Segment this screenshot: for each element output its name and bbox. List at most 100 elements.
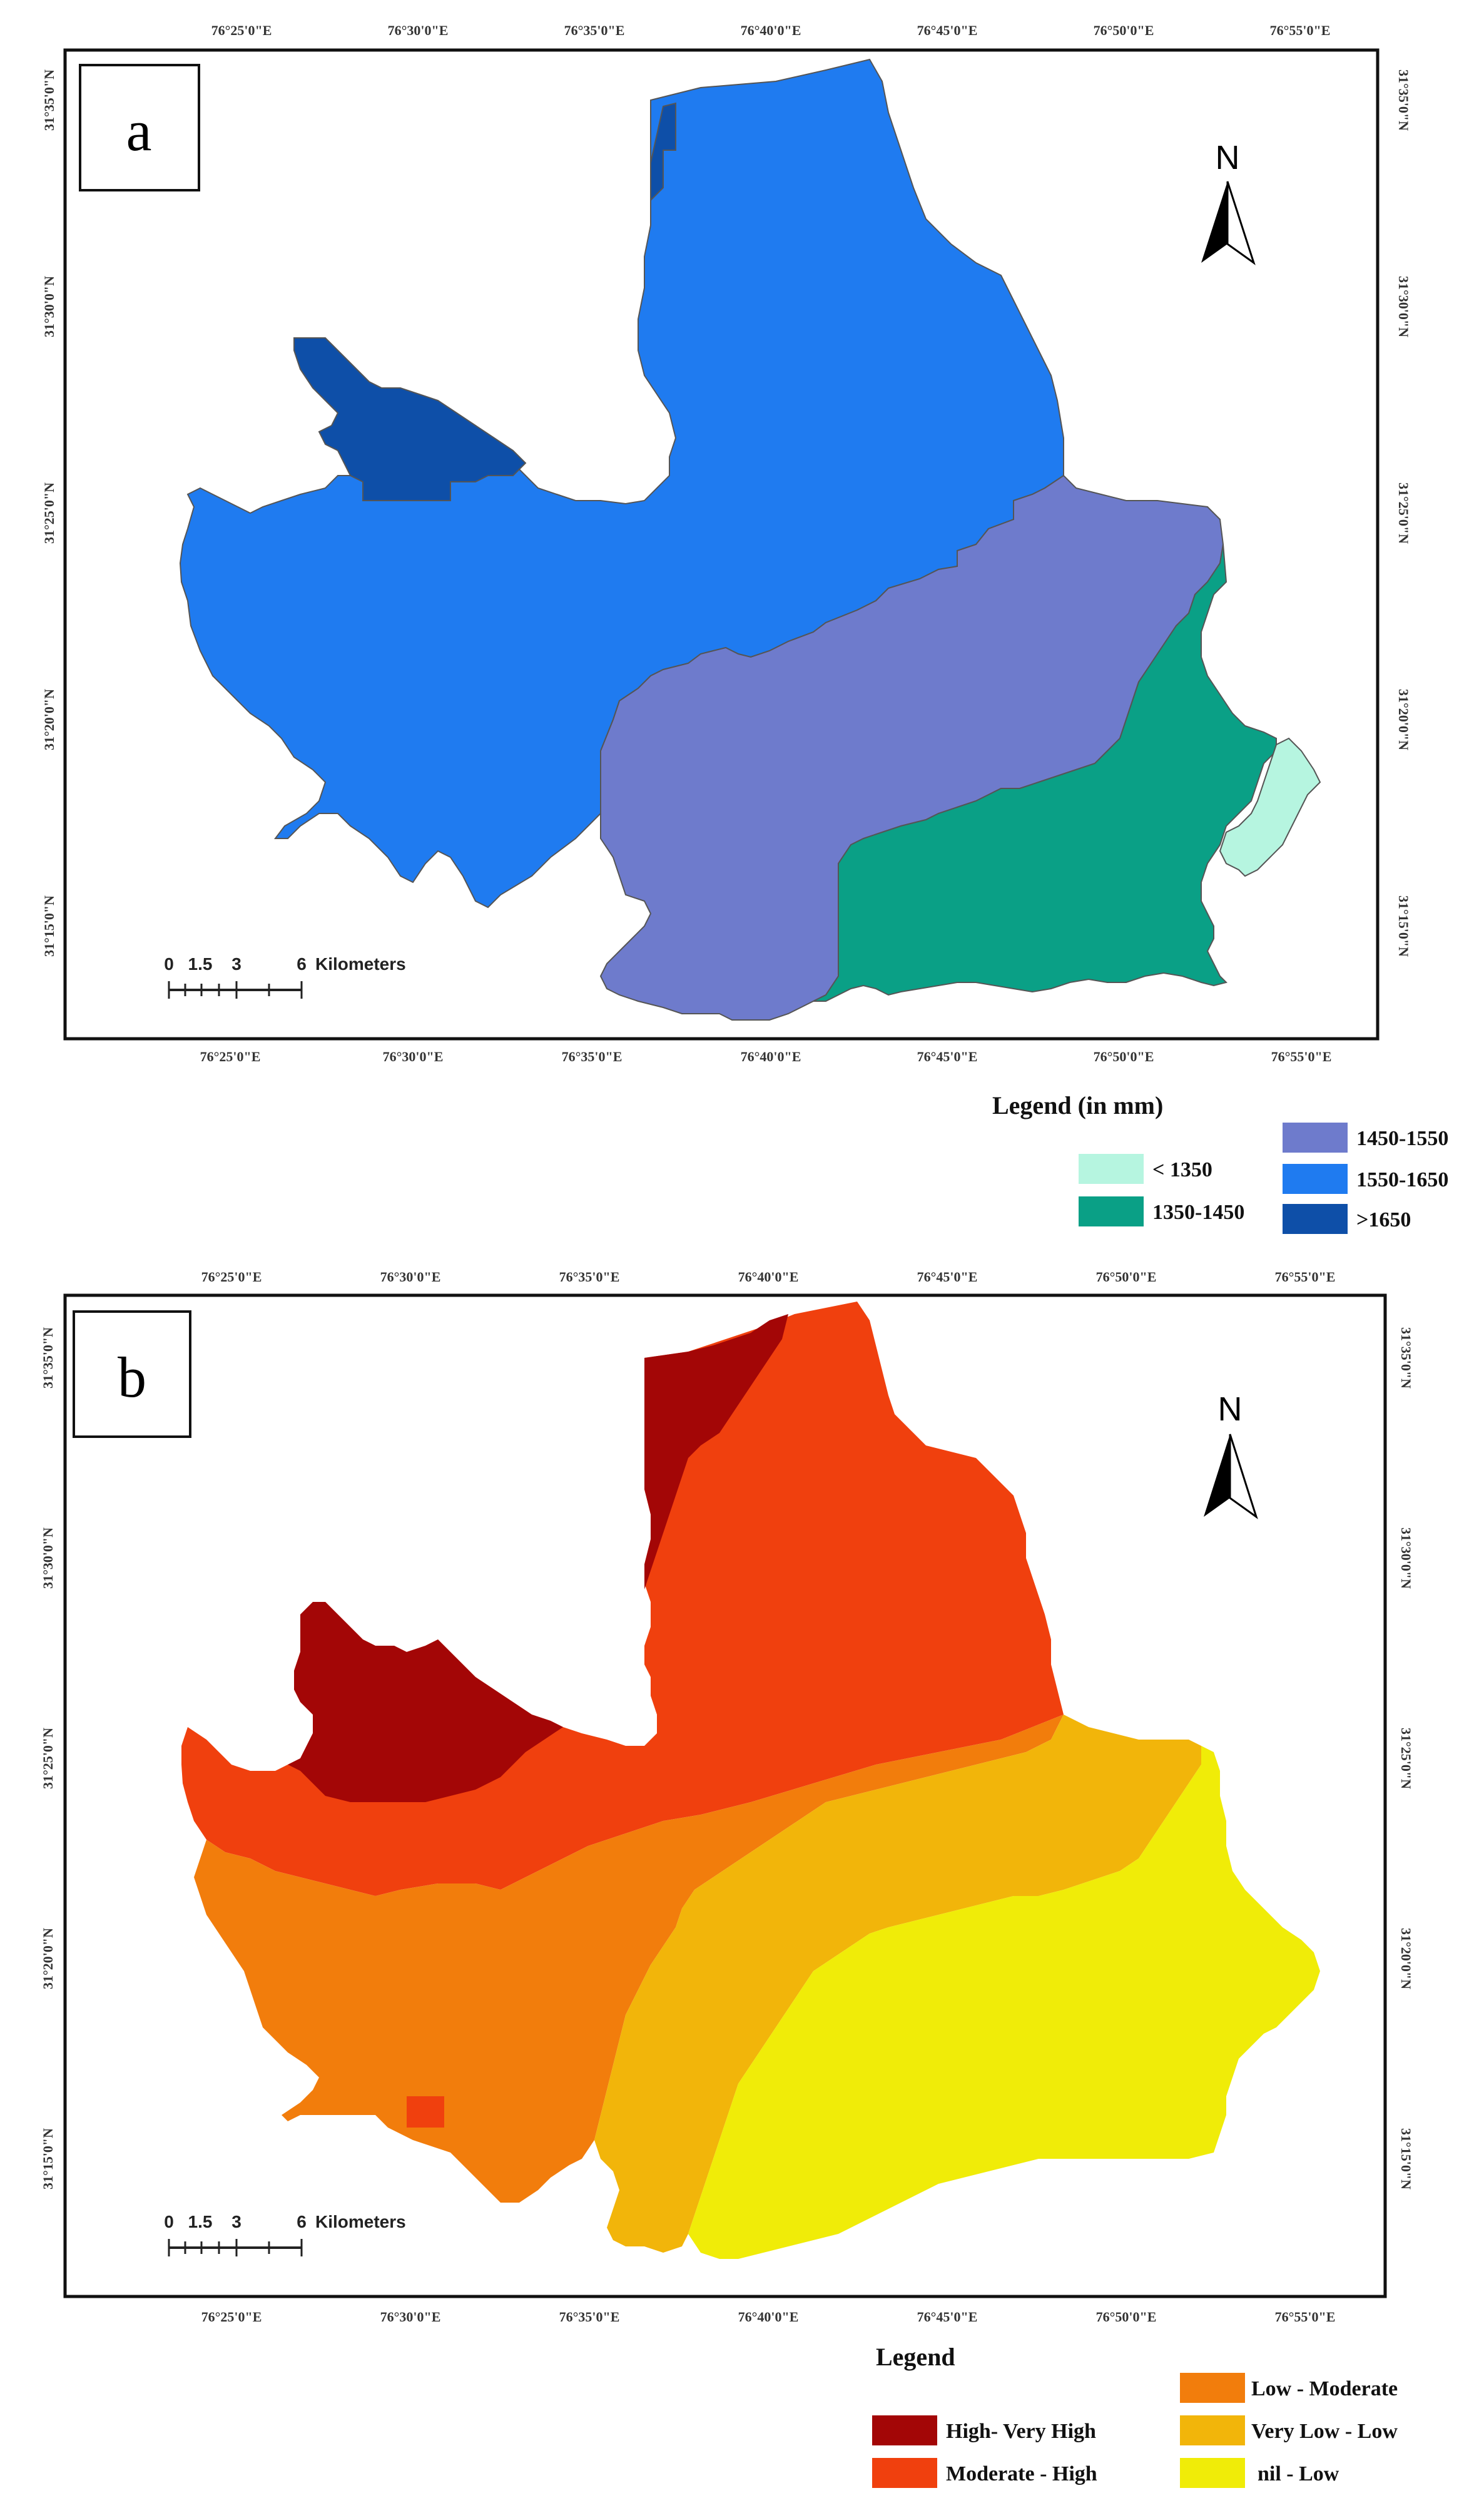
map-panel-a: 76°25'0"E 76°30'0"E 76°35'0"E 76°40'0"E …	[0, 0, 1484, 1239]
lon-tick-label: 76°45'0"E	[917, 1269, 978, 1285]
legend-label: Low - Moderate	[1251, 2377, 1398, 2400]
legend-label: < 1350	[1152, 1158, 1212, 1181]
scale-label: 0	[164, 954, 174, 974]
zone-high-very-high-nw	[288, 1602, 563, 1802]
panel-label: a	[126, 99, 152, 163]
zones	[181, 1302, 1320, 2259]
top-lon-ticks: 76°25'0"E 76°30'0"E 76°35'0"E 76°40'0"E …	[211, 23, 1331, 38]
lat-tick-label: 31°20'0"N	[1398, 1928, 1414, 1989]
zone-below-1350	[1219, 737, 1321, 877]
legend-title: Legend	[876, 2343, 955, 2371]
scale-unit: Kilometers	[315, 2212, 406, 2231]
legend-swatch	[1283, 1123, 1348, 1153]
lon-tick-label: 76°30'0"E	[383, 1049, 444, 1064]
left-lat-ticks: 31°35'0"N 31°30'0"N 31°25'0"N 31°20'0"N …	[40, 1327, 56, 2189]
lat-tick-label: 31°15'0"N	[1396, 895, 1411, 957]
left-lat-ticks: 31°35'0"N 31°30'0"N 31°25'0"N 31°20'0"N …	[41, 69, 57, 957]
panel-label: b	[118, 1345, 146, 1409]
lon-tick-label: 76°40'0"E	[741, 1049, 801, 1064]
top-lon-ticks: 76°25'0"E 76°30'0"E 76°35'0"E 76°40'0"E …	[201, 1269, 1336, 1285]
lon-tick-label: 76°55'0"E	[1275, 2309, 1336, 2325]
legend-swatch	[872, 2458, 937, 2488]
lon-tick-label: 76°50'0"E	[1094, 1049, 1154, 1064]
lat-tick-label: 31°30'0"N	[40, 1527, 56, 1589]
north-arrow-icon: N	[1201, 139, 1256, 265]
lat-tick-label: 31°35'0"N	[1398, 1327, 1414, 1389]
lat-tick-label: 31°15'0"N	[41, 895, 57, 957]
lat-tick-label: 31°30'0"N	[1398, 1527, 1414, 1589]
lon-tick-label: 76°25'0"E	[200, 1049, 261, 1064]
legend-label: Moderate - High	[946, 2462, 1097, 2485]
lat-tick-label: 31°25'0"N	[41, 482, 57, 544]
legend-label: 1450-1550	[1356, 1127, 1448, 1150]
north-label: N	[1216, 139, 1240, 176]
right-lat-ticks: 31°35'0"N 31°30'0"N 31°25'0"N 31°20'0"N …	[1398, 1327, 1414, 2189]
zone-above-1650-nw	[293, 337, 527, 501]
lon-tick-label: 76°45'0"E	[917, 2309, 978, 2325]
zone-very-low-low	[594, 1715, 1201, 2253]
north-label: N	[1218, 1390, 1243, 1428]
zone-nil-low	[688, 1746, 1320, 2259]
lat-tick-label: 31°20'0"N	[40, 1928, 56, 1989]
lon-tick-label: 76°35'0"E	[562, 1049, 623, 1064]
lat-tick-label: 31°35'0"N	[40, 1327, 56, 1389]
lon-tick-label: 76°45'0"E	[917, 1049, 978, 1064]
scale-unit: Kilometers	[315, 954, 406, 974]
lon-tick-label: 76°40'0"E	[741, 23, 801, 38]
lat-tick-label: 31°15'0"N	[1398, 2128, 1414, 2189]
legend-title: Legend (in mm)	[992, 1091, 1163, 1119]
legend-swatch	[1180, 2415, 1245, 2445]
lat-tick-label: 31°25'0"N	[1398, 1728, 1414, 1789]
lat-tick-label: 31°20'0"N	[1396, 689, 1411, 750]
lon-tick-label: 76°30'0"E	[380, 2309, 441, 2325]
legend-swatch	[1180, 2458, 1245, 2488]
lon-tick-label: 76°55'0"E	[1270, 23, 1331, 38]
zone-moderate-high-patch	[407, 2096, 444, 2128]
legend-label: Very Low - Low	[1251, 2420, 1398, 2443]
lat-tick-label: 31°20'0"N	[41, 689, 57, 750]
scale-label: 6	[297, 954, 307, 974]
lon-tick-label: 76°25'0"E	[201, 2309, 262, 2325]
lon-tick-label: 76°50'0"E	[1096, 2309, 1157, 2325]
scale-label: 3	[231, 954, 241, 974]
panel-label-box	[73, 1310, 191, 1438]
lon-tick-label: 76°35'0"E	[559, 1269, 620, 1285]
legend: Legend (in mm) < 1350 1350-1450 1450-155…	[992, 1091, 1448, 1234]
lat-tick-label: 31°35'0"N	[41, 69, 57, 131]
lat-tick-label: 31°15'0"N	[40, 2128, 56, 2189]
legend-label: nil - Low	[1258, 2462, 1339, 2485]
legend-label: High- Very High	[946, 2420, 1096, 2443]
lon-tick-label: 76°30'0"E	[380, 1269, 441, 1285]
north-arrow-icon: N	[1204, 1390, 1258, 1519]
legend-label: 1350-1450	[1152, 1201, 1244, 1224]
lon-tick-label: 76°30'0"E	[388, 23, 449, 38]
bottom-lon-ticks: 76°25'0"E 76°30'0"E 76°35'0"E 76°40'0"E …	[201, 2309, 1336, 2325]
lon-tick-label: 76°50'0"E	[1094, 23, 1154, 38]
lat-tick-label: 31°30'0"N	[41, 276, 57, 337]
legend-swatch	[872, 2415, 937, 2445]
legend-label: 1550-1650	[1356, 1168, 1448, 1191]
scale-label: 3	[231, 2212, 241, 2231]
legend-swatch	[1283, 1164, 1348, 1194]
scale-label: 6	[297, 2212, 307, 2231]
right-lat-ticks: 31°35'0"N 31°30'0"N 31°25'0"N 31°20'0"N …	[1396, 69, 1411, 957]
map-panel-b: 76°25'0"E 76°30'0"E 76°35'0"E 76°40'0"E …	[0, 1239, 1484, 2518]
scale-label: 1.5	[188, 954, 213, 974]
legend-label: >1650	[1356, 1208, 1411, 1231]
scale-label: 0	[164, 2212, 174, 2231]
scale-bar: 0 1.5 3 6 Kilometers	[164, 954, 406, 999]
scale-label: 1.5	[188, 2212, 213, 2231]
zone-high-very-high-north	[644, 1314, 788, 1589]
lon-tick-label: 76°55'0"E	[1275, 1269, 1336, 1285]
scale-bar: 0 1.5 3 6 Kilometers	[164, 2212, 406, 2256]
lon-tick-label: 76°25'0"E	[201, 1269, 262, 1285]
lon-tick-label: 76°45'0"E	[917, 23, 978, 38]
lon-tick-label: 76°50'0"E	[1096, 1269, 1157, 1285]
zone-low-moderate	[194, 1715, 1064, 2203]
rainfall-zones	[179, 58, 1321, 1021]
legend-swatch	[1079, 1196, 1144, 1226]
lon-tick-label: 76°55'0"E	[1271, 1049, 1332, 1064]
legend-swatch	[1283, 1204, 1348, 1234]
lon-tick-label: 76°40'0"E	[738, 1269, 799, 1285]
zone-above-1650-north	[650, 102, 676, 202]
